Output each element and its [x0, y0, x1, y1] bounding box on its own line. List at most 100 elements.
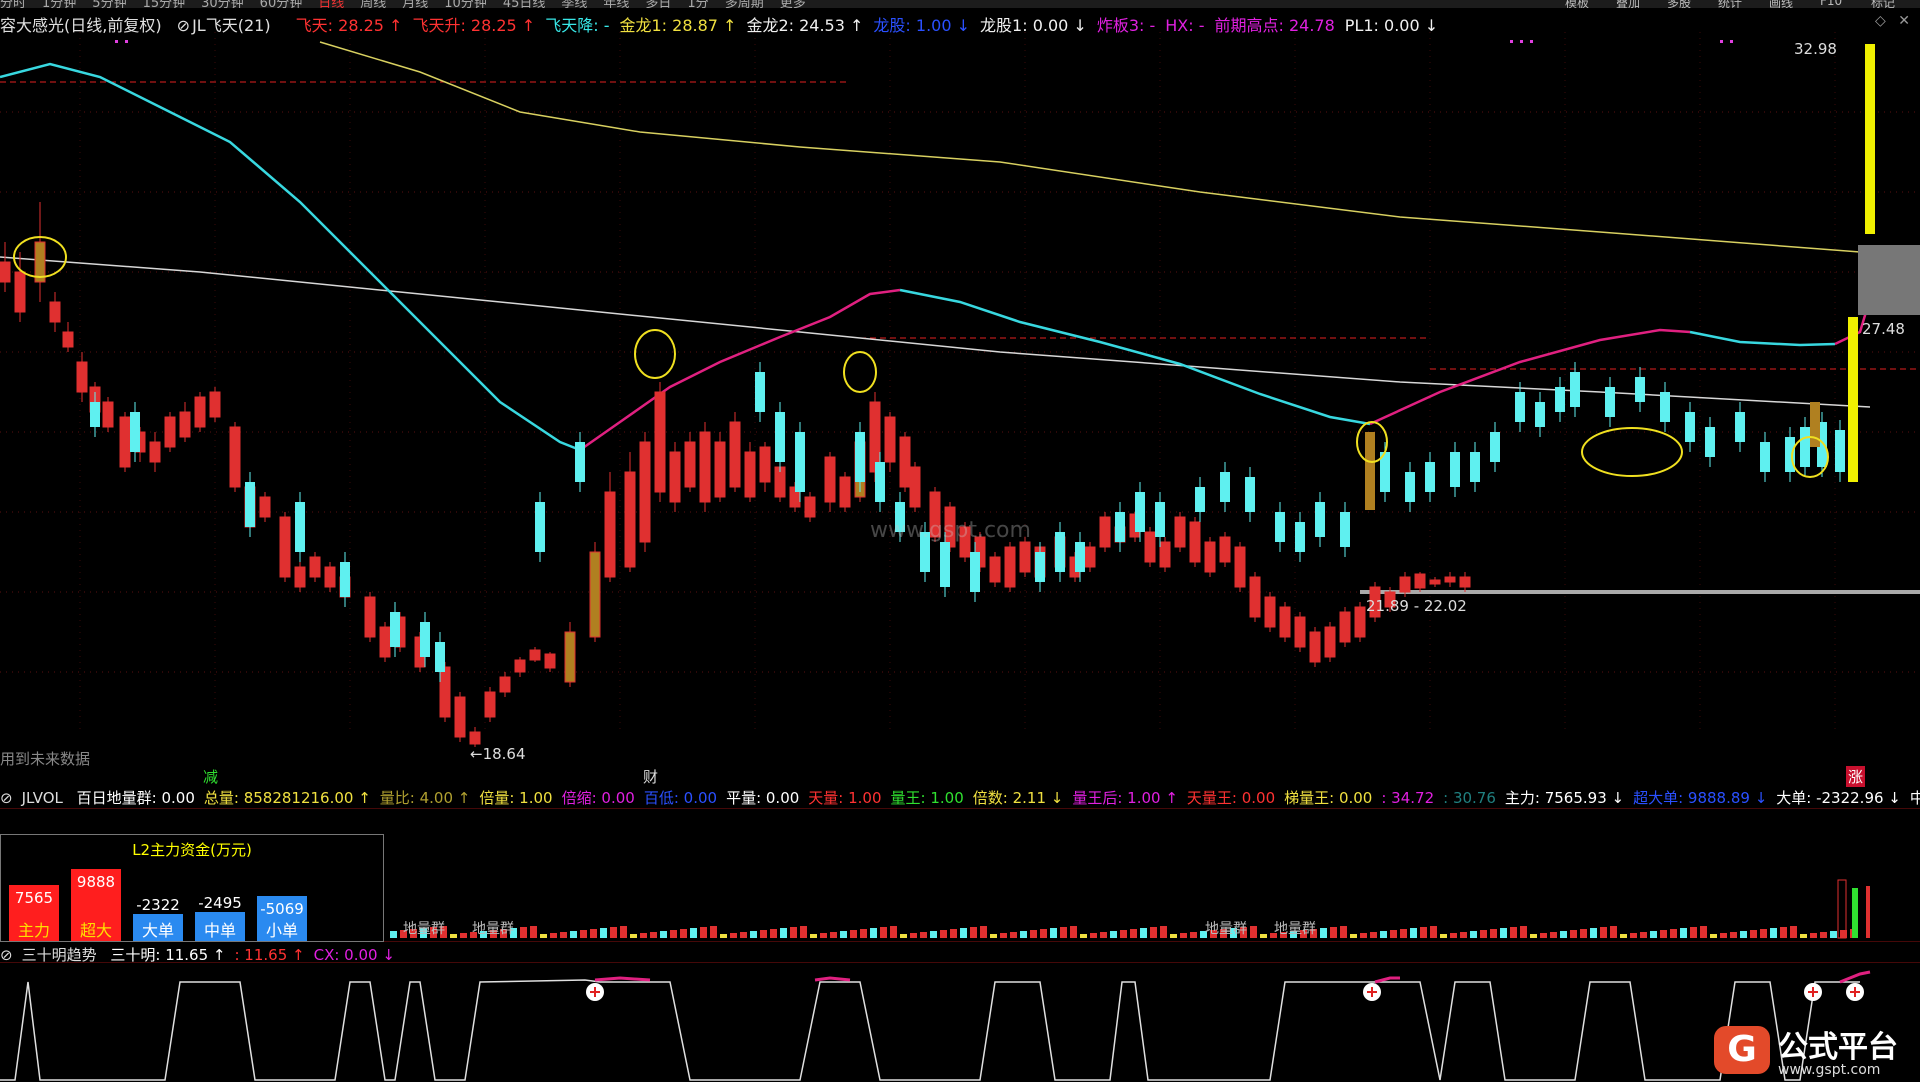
price-mid-label: 27.48 — [1862, 320, 1905, 338]
volume-panel-header: ⊘ JLVOL 百日地量群: 0.00 总量: 858281216.00 ↑ 量比: … — [0, 787, 1920, 808]
marker-jian: 减 — [203, 768, 219, 786]
trend-value-2: CX: 0.00 ↓ — [313, 946, 395, 964]
period-tabbar: 分时 1分钟 5分钟 15分钟 30分钟 60分钟 日线 周线 月线 10分钟 45日线 季线 年线 多日… — [0, 0, 1920, 8]
main-indicator-values: 飞天: 28.25 ↑ 飞天升: 28.25 ↑ 飞天降: - 金龙1: 28.87 … — [296, 16, 1448, 35]
vol-value-8: 量王: 1.00 — [890, 789, 964, 807]
indicator-name[interactable]: ⊘ JL飞天(21) — [176, 16, 271, 35]
vol-value-10: 量王后: 1.00 ↑ — [1072, 789, 1178, 807]
tab-5[interactable]: 60分钟 — [259, 0, 303, 8]
main-value-10: PL1: 0.00 ↓ — [1344, 16, 1439, 35]
tab-10[interactable]: 45日线 — [502, 0, 546, 8]
main-value-9: 前期高点: 24.78 — [1214, 16, 1335, 35]
vol-value-15: 主力: 7565.93 ↓ — [1504, 789, 1625, 807]
tab-6[interactable]: 日线 — [318, 0, 345, 8]
close-icon[interactable]: ✕ — [1898, 13, 1910, 29]
collapse-icon[interactable]: ⊘ — [176, 16, 191, 35]
tab-0[interactable]: 分时 — [0, 0, 27, 8]
trend-values: 三十明: 11.65 ↑ : 11.65 ↑ CX: 0.00 ↓ — [110, 946, 404, 964]
marker-zhang: 涨 — [1846, 766, 1866, 787]
vol-value-3: 倍量: 1.00 — [479, 789, 553, 807]
vol-value-2: 量比: 4.00 ↑ — [379, 789, 471, 807]
logo-url: www.gspt.com — [1778, 1062, 1881, 1078]
tab-14[interactable]: 1分 — [687, 0, 709, 8]
toolbar-btn-0[interactable]: 模板 — [1565, 0, 1590, 8]
stock-title[interactable]: 容大感光(日线,前复权) — [0, 16, 162, 35]
vol-value-12: 梯量王: 0.00 — [1284, 789, 1373, 807]
main-value-1: 飞天升: 28.25 ↑ — [412, 16, 536, 35]
l2-bar-label: 中单 — [203, 921, 236, 940]
watermark: www.gspt.com — [870, 518, 1031, 543]
range-label: 21.89 - 22.02 — [1366, 597, 1467, 615]
marker-cai: 财 — [643, 768, 659, 786]
toolbar-btn-1[interactable]: 叠加 — [1616, 0, 1641, 8]
toolbar-btn-6[interactable]: 标记 — [1871, 0, 1896, 8]
vol-value-16: 超大单: 9888.89 ↓ — [1633, 789, 1768, 807]
diliang-label-0: 地量群 — [403, 921, 445, 937]
main-value-7: 炸板3: - — [1096, 16, 1156, 35]
tab-1[interactable]: 1分钟 — [42, 0, 77, 8]
diliang-label-1: 地量群 — [472, 921, 514, 937]
l2-bar-0: 7565 主力 — [9, 885, 59, 941]
main-value-3: 金龙1: 28.87 ↑ — [619, 16, 737, 35]
l2-bar-value: 7565 — [14, 889, 54, 907]
candlestick-chart[interactable] — [0, 32, 1920, 784]
tab-15[interactable]: 多周期 — [724, 0, 764, 8]
diliang-label-2: 地量群 — [1205, 921, 1247, 937]
main-value-2: 飞天降: - — [545, 16, 610, 35]
tab-16[interactable]: 更多 — [779, 0, 806, 8]
trend-chart[interactable] — [0, 962, 1920, 1082]
panel-controls: ◇ ✕ — [1875, 13, 1910, 29]
trend-value-0: 三十明: 11.65 ↑ — [110, 946, 226, 964]
vol-value-11: 天量王: 0.00 — [1186, 789, 1276, 807]
collapse-icon[interactable]: ⊘ — [0, 789, 13, 807]
vol-value-9: 倍数: 2.11 ↓ — [972, 789, 1064, 807]
volume-values: 百日地量群: 0.00 总量: 858281216.00 ↑ 量比: 4.00 ↑ 倍… — [77, 789, 1920, 807]
l2-bar-value: 9888 — [76, 873, 116, 891]
toolbar-btn-5[interactable]: F10 — [1820, 0, 1843, 8]
tab-7[interactable]: 周线 — [360, 0, 387, 8]
vol-value-6: 平量: 0.00 — [726, 789, 800, 807]
vol-value-0: 百日地量群: 0.00 — [76, 789, 195, 807]
l2-bar-label: 主力 — [17, 921, 50, 940]
diamond-icon[interactable]: ◇ — [1875, 13, 1886, 29]
tab-3[interactable]: 15分钟 — [142, 0, 186, 8]
plus-marker-icon — [586, 983, 604, 1001]
tab-13[interactable]: 多日 — [645, 0, 672, 8]
plus-marker-icon — [1846, 983, 1864, 1001]
gspt-logo: G 公式平台 www.gspt.com — [1714, 1022, 1920, 1082]
l2-bar-4: -5069 小单 — [257, 896, 307, 941]
trend-panel-header: ⊘ 三十明趋势 三十明: 11.65 ↑ : 11.65 ↑ CX: 0.00 ↓ — [0, 944, 413, 965]
toolbar-btn-3[interactable]: 统计 — [1718, 0, 1743, 8]
main-value-4: 金龙2: 24.53 ↑ — [746, 16, 864, 35]
l2-bar-value: -2495 — [198, 894, 242, 912]
vol-value-4: 倍缩: 0.00 — [561, 789, 635, 807]
toolbar-btn-2[interactable]: 多股 — [1667, 0, 1692, 8]
main-value-6: 龙股1: 0.00 ↓ — [980, 16, 1087, 35]
tab-12[interactable]: 年线 — [603, 0, 630, 8]
tab-11[interactable]: 季线 — [561, 0, 588, 8]
vol-value-7: 天量: 1.00 — [808, 789, 882, 807]
l2-bar-value: -5069 — [260, 900, 304, 918]
vol-value-5: 百低: 0.00 — [643, 789, 718, 807]
future-data-note: 用到未来数据 — [0, 750, 91, 768]
tab-2[interactable]: 5分钟 — [92, 0, 127, 8]
main-value-8: HX: - — [1165, 16, 1205, 35]
volume-title[interactable]: JLVOL — [21, 789, 63, 807]
vol-value-13: : 34.72 — [1381, 789, 1435, 807]
main-indicator-header: 容大感光(日线,前复权) ⊘ JL飞天(21) 飞天: 28.25 ↑ 飞天升: 2… — [0, 12, 1458, 35]
vol-value-14: : 30.76 — [1443, 789, 1496, 807]
plus-marker-icon — [1804, 983, 1822, 1001]
toolbar-btn-4[interactable]: 画线 — [1769, 0, 1794, 8]
collapse-icon[interactable]: ⊘ — [0, 946, 13, 964]
volume-chart[interactable] — [0, 808, 1920, 942]
l2-bar-3: -2495 中单 — [195, 894, 245, 941]
l2-bar-label: 大单 — [141, 921, 174, 940]
l2-capital-panel: L2主力资金(万元) 7565 主力 9888 超大 -2322 大单 -2495 中单 -50… — [0, 834, 384, 942]
trend-value-1: : 11.65 ↑ — [234, 946, 305, 964]
tab-4[interactable]: 30分钟 — [201, 0, 244, 8]
logo-mark: G — [1714, 1026, 1770, 1074]
logo-name: 公式平台 — [1778, 1030, 1898, 1065]
tab-8[interactable]: 月线 — [402, 0, 429, 8]
trend-title[interactable]: 三十明趋势 — [21, 946, 97, 964]
tab-9[interactable]: 10分钟 — [444, 0, 487, 8]
